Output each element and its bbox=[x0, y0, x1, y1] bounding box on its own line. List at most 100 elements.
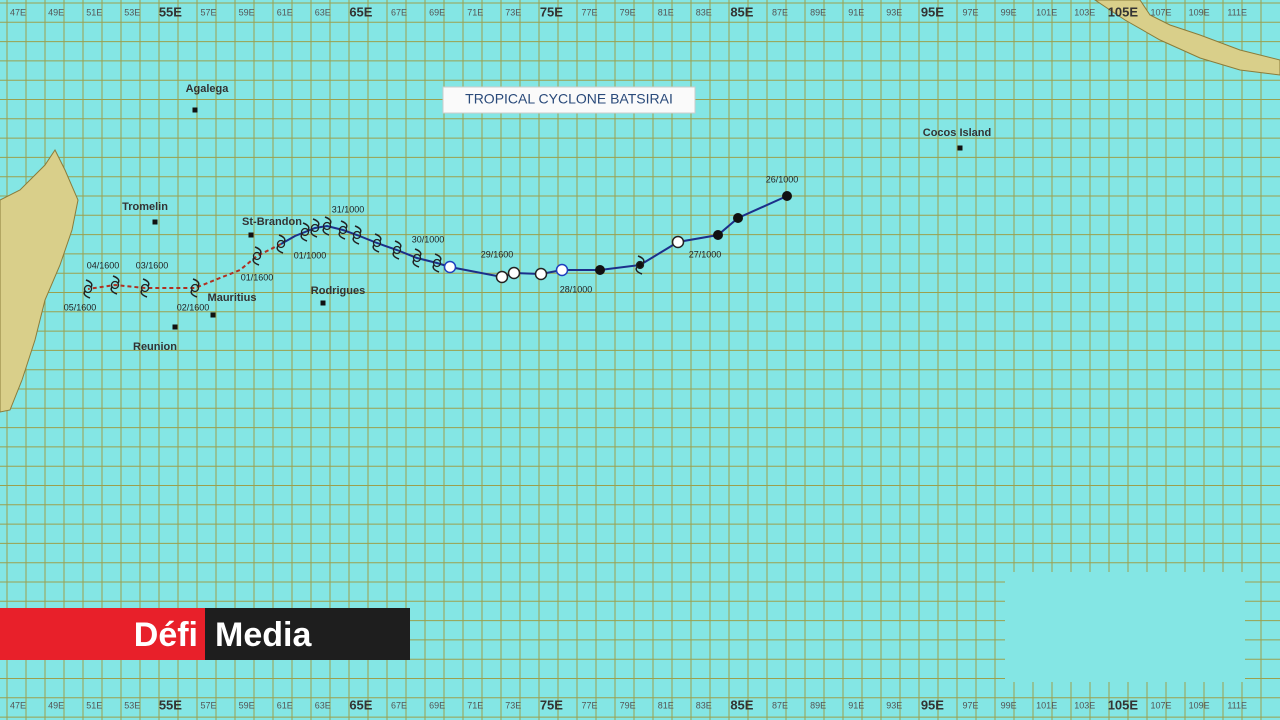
place-name: Agalega bbox=[186, 83, 230, 95]
longitude-label: 111E bbox=[1227, 700, 1247, 710]
longitude-label: 57E bbox=[200, 7, 216, 17]
longitude-label: 61E bbox=[277, 700, 293, 710]
longitude-label: 49E bbox=[48, 700, 64, 710]
moderate-storm-symbol bbox=[495, 270, 509, 284]
longitude-label: 69E bbox=[429, 700, 445, 710]
longitude-label: 105E bbox=[1108, 4, 1139, 19]
track-label: 28/1000 bbox=[560, 284, 593, 294]
longitude-label: 89E bbox=[810, 7, 826, 17]
longitude-label: 51E bbox=[86, 700, 102, 710]
longitude-label: 97E bbox=[962, 7, 978, 17]
depression-symbol bbox=[595, 265, 605, 275]
sumatra-java bbox=[1094, 0, 1280, 76]
longitude-label: 107E bbox=[1150, 700, 1171, 710]
track-label: 03/1600 bbox=[136, 260, 169, 270]
cyclone-arms bbox=[252, 246, 262, 266]
cyclone-arms bbox=[412, 248, 422, 268]
longitude-label: 73E bbox=[505, 700, 521, 710]
depression-symbol bbox=[782, 191, 792, 201]
longitude-label: 81E bbox=[658, 7, 674, 17]
longitude-label: 53E bbox=[124, 7, 140, 17]
cyclone-arms bbox=[190, 278, 200, 298]
cyclone-core bbox=[392, 245, 402, 255]
longitude-label: 103E bbox=[1074, 7, 1095, 17]
place-marker bbox=[192, 107, 198, 113]
cyclone-core bbox=[276, 239, 286, 249]
place-name: Rodrigues bbox=[311, 285, 365, 297]
cyclone-core bbox=[190, 283, 200, 293]
track-label: 01/1000 bbox=[294, 250, 327, 260]
longitude-label: 59E bbox=[239, 700, 255, 710]
place-name: Cocos Island bbox=[923, 127, 991, 139]
longitude-label: 79E bbox=[620, 7, 636, 17]
place-marker bbox=[957, 145, 963, 151]
longitude-label: 77E bbox=[581, 7, 597, 17]
cyclone-arms bbox=[432, 253, 442, 273]
track-label: 26/1000 bbox=[766, 174, 799, 184]
longitude-label: 91E bbox=[848, 700, 864, 710]
cyclone-core bbox=[635, 260, 645, 270]
cyclone-core bbox=[83, 284, 93, 294]
track-label: 02/1600 bbox=[177, 302, 210, 312]
cyclone-arms bbox=[635, 255, 645, 275]
longitude-label: 63E bbox=[315, 7, 331, 17]
cyclone-arms bbox=[322, 216, 332, 236]
cyclone-arms bbox=[372, 233, 382, 253]
severe-storm-symbol bbox=[555, 263, 569, 277]
longitude-label: 61E bbox=[277, 7, 293, 17]
cyclone-core bbox=[140, 283, 150, 293]
place-marker bbox=[248, 232, 254, 238]
cyclone-core bbox=[252, 251, 262, 261]
longitude-label: 65E bbox=[349, 697, 372, 712]
cyclone-core bbox=[352, 230, 362, 240]
track-label: 27/1000 bbox=[689, 249, 722, 259]
cyclone-arms bbox=[110, 275, 120, 295]
track-observed bbox=[280, 195, 788, 279]
longitude-label: 103E bbox=[1074, 700, 1095, 710]
cyclone-arms bbox=[352, 225, 362, 245]
longitude-label: 75E bbox=[540, 4, 563, 19]
longitude-label: 83E bbox=[696, 700, 712, 710]
longitude-label: 75E bbox=[540, 697, 563, 712]
track-label: 31/1000 bbox=[332, 204, 365, 214]
longitude-label: 63E bbox=[315, 700, 331, 710]
cyclone-arms bbox=[392, 240, 402, 260]
longitude-label: 109E bbox=[1189, 700, 1210, 710]
track-label: 04/1600 bbox=[87, 260, 120, 270]
longitude-label: 81E bbox=[658, 700, 674, 710]
longitude-label: 57E bbox=[200, 700, 216, 710]
longitude-label: 93E bbox=[886, 7, 902, 17]
longitude-label: 55E bbox=[159, 697, 182, 712]
cyclone-arms bbox=[83, 279, 93, 299]
moderate-storm-symbol bbox=[507, 266, 521, 280]
logo-dark bbox=[205, 608, 410, 660]
moderate-storm-symbol bbox=[671, 235, 685, 249]
longitude-label: 51E bbox=[86, 7, 102, 17]
place-marker bbox=[172, 324, 178, 330]
longitude-label: 73E bbox=[505, 7, 521, 17]
depression-symbol bbox=[713, 230, 723, 240]
place-name: St-Brandon bbox=[242, 216, 302, 228]
track-label: 29/1600 bbox=[481, 249, 514, 259]
madagascar bbox=[0, 149, 79, 413]
logo-second: Media bbox=[215, 616, 312, 654]
severe-storm-symbol bbox=[443, 260, 457, 274]
cyclone-arms bbox=[276, 234, 286, 254]
longitude-label: 95E bbox=[921, 4, 944, 19]
longitude-label: 95E bbox=[921, 697, 944, 712]
cyclone-core bbox=[338, 225, 348, 235]
longitude-label: 85E bbox=[730, 4, 753, 19]
place-marker bbox=[152, 219, 158, 225]
longitude-label: 77E bbox=[581, 700, 597, 710]
moderate-storm-symbol bbox=[534, 267, 548, 281]
depression-symbol bbox=[733, 213, 743, 223]
longitude-label: 85E bbox=[730, 697, 753, 712]
cyclone-core bbox=[412, 253, 422, 263]
map-title: TROPICAL CYCLONE BATSIRAI bbox=[465, 91, 673, 107]
cyclone-arms bbox=[140, 278, 150, 298]
longitude-label: 105E bbox=[1108, 697, 1139, 712]
longitude-label: 99E bbox=[1001, 700, 1017, 710]
longitude-label: 87E bbox=[772, 7, 788, 17]
longitude-label: 69E bbox=[429, 7, 445, 17]
